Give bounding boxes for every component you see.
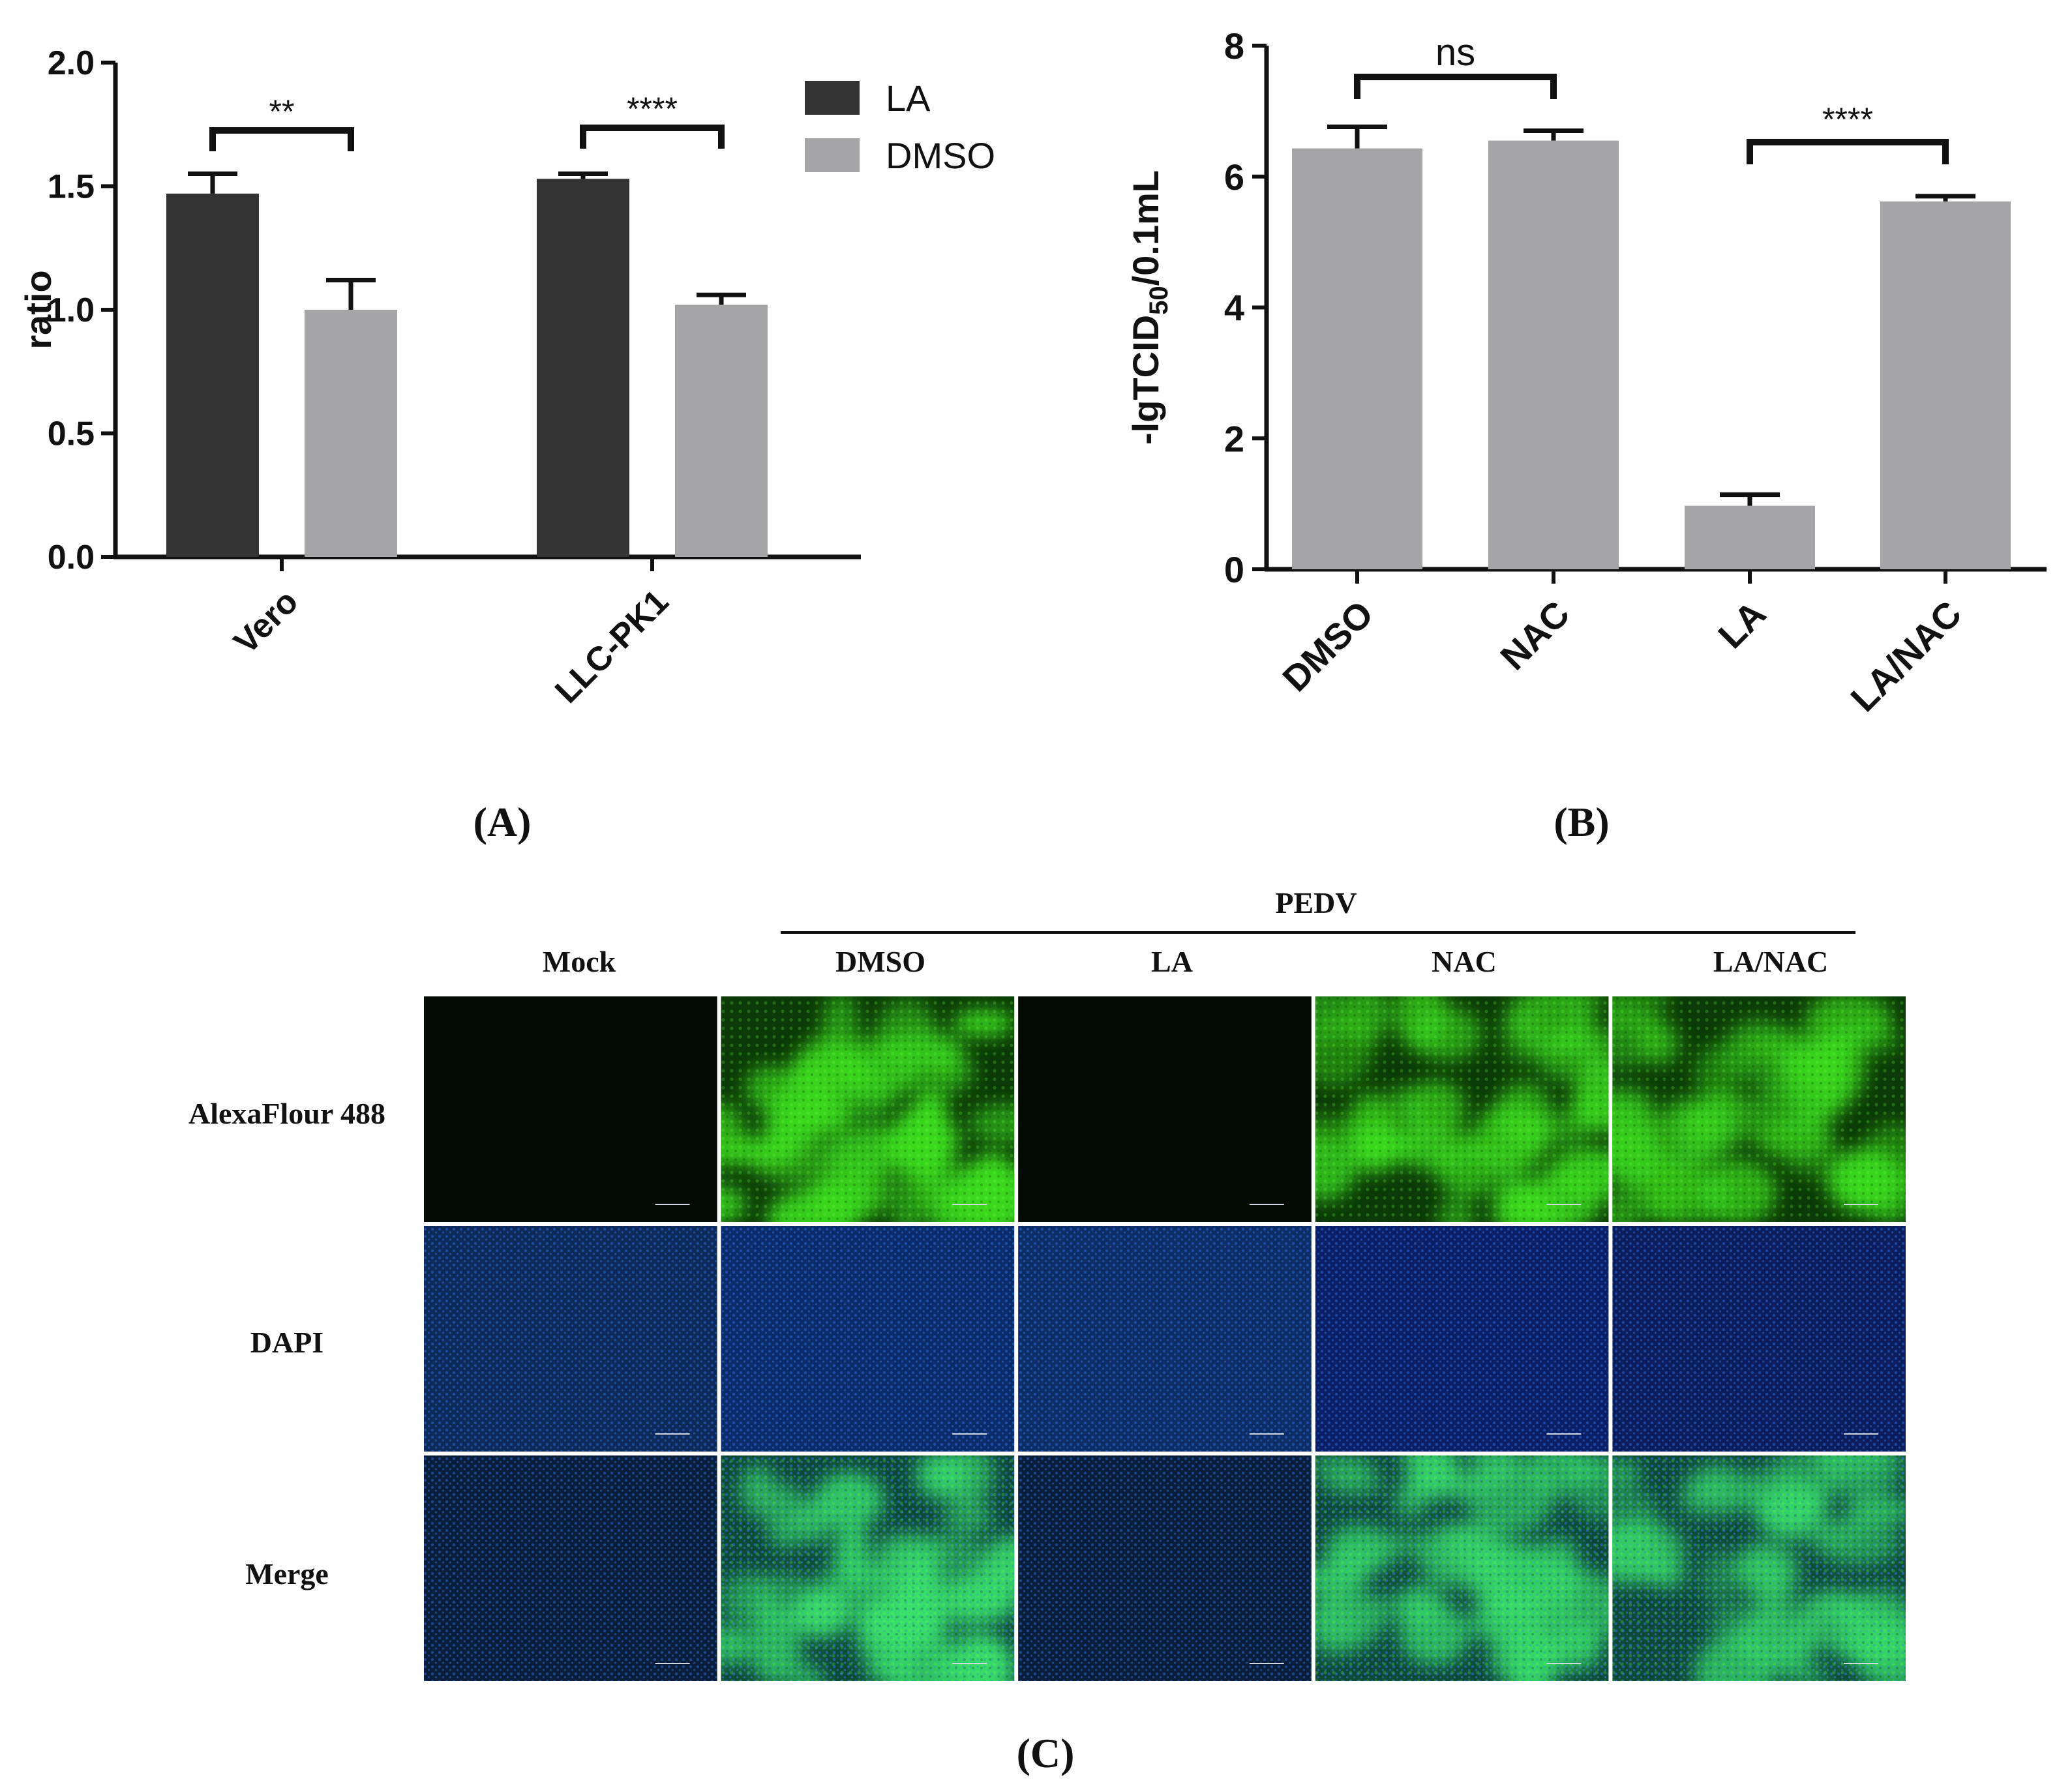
micrograph-tile bbox=[1315, 996, 1609, 1222]
legend-swatch-la bbox=[805, 81, 860, 115]
bar-dmso bbox=[675, 305, 768, 557]
bar bbox=[1488, 140, 1619, 569]
column-label: DMSO bbox=[835, 945, 925, 978]
column-label: LA bbox=[1151, 945, 1193, 978]
tile-content bbox=[1018, 1455, 1312, 1681]
micrograph-tile bbox=[1612, 1226, 1906, 1452]
dapi-texture bbox=[424, 1455, 717, 1681]
merge-dapi-texture bbox=[1612, 1455, 1906, 1681]
micrograph-tile bbox=[1612, 996, 1906, 1222]
column-label: Mock bbox=[543, 945, 616, 978]
micrograph-tile bbox=[721, 996, 1015, 1222]
y-tick-label: 1.0 bbox=[48, 291, 95, 329]
dapi-texture bbox=[1612, 1226, 1906, 1452]
tile-content bbox=[721, 1226, 1015, 1452]
y-tick-label: 0.0 bbox=[48, 539, 95, 576]
micrograph-tile bbox=[1018, 996, 1312, 1222]
panel-label-b: (B) bbox=[1554, 799, 1609, 845]
tile-background bbox=[1018, 996, 1312, 1222]
bar bbox=[1292, 148, 1422, 569]
y-axis-label: -lgTCID50/0.1mL bbox=[1125, 170, 1173, 445]
bar-la bbox=[537, 179, 629, 557]
micrograph-tile bbox=[1018, 1226, 1312, 1452]
row-label: Merge bbox=[245, 1557, 329, 1590]
micrograph-tile bbox=[424, 996, 717, 1222]
column-label: LA/NAC bbox=[1713, 945, 1828, 978]
green-texture bbox=[1612, 996, 1906, 1222]
chart-b: 0 2 4 6 8 -lgTCID50/0.1mL DMSO NAC LA LA/NAC ns ***… bbox=[1125, 25, 2047, 719]
significance-bracket bbox=[1354, 74, 1557, 99]
significance-label: **** bbox=[627, 91, 678, 127]
dapi-texture bbox=[1018, 1455, 1312, 1681]
x-tick-label: LLC-PK1 bbox=[548, 582, 676, 710]
bar bbox=[1880, 201, 2011, 570]
micrograph-tile bbox=[1315, 1455, 1609, 1681]
tile-background bbox=[424, 996, 717, 1222]
tile-content bbox=[1612, 1226, 1906, 1452]
panel-label-c: (C) bbox=[1017, 1730, 1075, 1776]
legend-swatch-dmso bbox=[805, 138, 860, 172]
bar-dmso bbox=[305, 310, 397, 557]
x-tick-label: LA/NAC bbox=[1842, 593, 1969, 719]
microscopy-panel: PEDV Mock DMSO LA NAC LA/NAC AlexaFlour 488 DAP… bbox=[188, 886, 1908, 1684]
row-label: DAPI bbox=[250, 1326, 323, 1359]
significance-label: ns bbox=[1435, 31, 1475, 74]
tile-content bbox=[721, 1455, 1015, 1681]
micrograph-tile bbox=[1612, 1455, 1906, 1681]
y-tick-label: 0 bbox=[1224, 549, 1244, 590]
significance-label: ** bbox=[269, 93, 295, 130]
x-tick-label: Vero bbox=[227, 582, 306, 661]
y-tick-label: 2.0 bbox=[48, 44, 95, 82]
y-tick-label: 0.5 bbox=[48, 415, 95, 453]
y-tick-label: 8 bbox=[1224, 25, 1244, 67]
micrograph-tile bbox=[424, 1226, 717, 1452]
x-tick-label: LA bbox=[1710, 593, 1773, 656]
dapi-texture bbox=[1018, 1226, 1312, 1452]
dapi-texture bbox=[721, 1226, 1015, 1452]
significance-bracket bbox=[1747, 139, 1949, 164]
tile-content bbox=[1315, 996, 1609, 1222]
y-tick-label: 2 bbox=[1224, 418, 1244, 459]
significance-bracket bbox=[209, 127, 354, 151]
row-label: AlexaFlour 488 bbox=[188, 1097, 385, 1130]
tile-content bbox=[721, 996, 1015, 1222]
green-texture bbox=[1315, 996, 1609, 1222]
tile-content bbox=[1315, 1455, 1609, 1681]
tile-content bbox=[1315, 1226, 1609, 1452]
micrograph-tile bbox=[424, 1455, 717, 1681]
x-tick-label: DMSO bbox=[1274, 593, 1381, 699]
significance-bracket bbox=[580, 125, 725, 149]
y-tick-label: 1.5 bbox=[48, 168, 95, 206]
tile-content bbox=[424, 1226, 717, 1452]
merge-dapi-texture bbox=[721, 1455, 1015, 1681]
tile-content bbox=[1018, 1226, 1312, 1452]
tile-content bbox=[1612, 1455, 1906, 1681]
legend-label-la: LA bbox=[886, 78, 931, 119]
merge-dapi-texture bbox=[1315, 1455, 1609, 1681]
dapi-texture bbox=[424, 1226, 717, 1452]
column-label: NAC bbox=[1432, 945, 1497, 978]
y-tick-label: 6 bbox=[1224, 157, 1244, 198]
legend-label-dmso: DMSO bbox=[886, 135, 995, 176]
tile-content bbox=[424, 1455, 717, 1681]
bar-la bbox=[166, 193, 259, 557]
x-tick-label: NAC bbox=[1492, 593, 1577, 678]
significance-label: **** bbox=[1822, 101, 1873, 138]
group-label: PEDV bbox=[1275, 886, 1357, 919]
panel-label-a: (A) bbox=[473, 799, 532, 845]
micrograph-tile bbox=[1018, 1455, 1312, 1681]
bar bbox=[1685, 505, 1815, 569]
green-texture bbox=[721, 996, 1015, 1222]
tile-content bbox=[1612, 996, 1906, 1222]
micrograph-tile bbox=[1315, 1226, 1609, 1452]
micrograph-tile bbox=[721, 1226, 1015, 1452]
y-axis-label: ratio bbox=[18, 270, 59, 349]
micrograph-tile bbox=[721, 1455, 1015, 1681]
dapi-texture bbox=[1315, 1226, 1609, 1452]
y-tick-label: 4 bbox=[1224, 288, 1244, 329]
